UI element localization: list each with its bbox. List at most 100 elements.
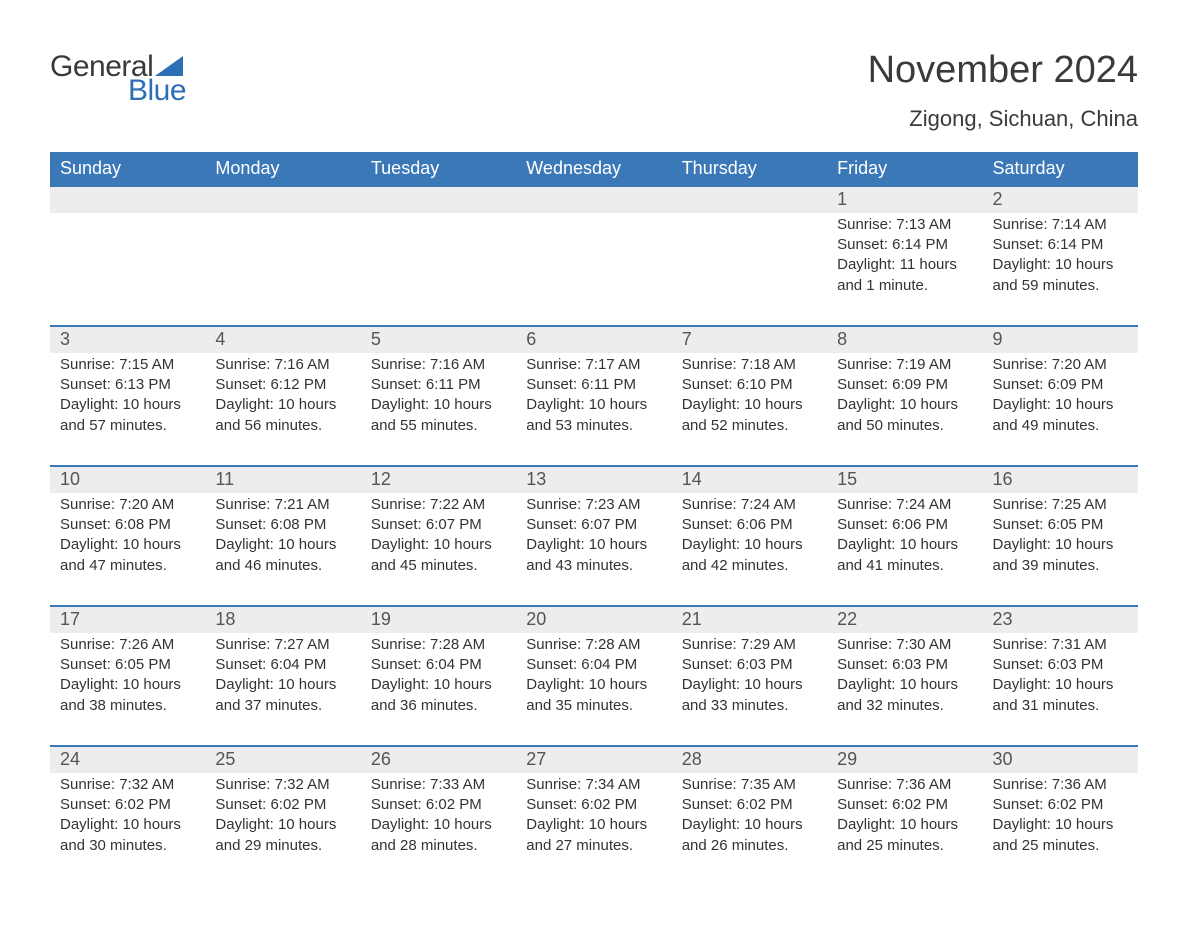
sunrise-text: Sunrise: 7:24 AM [682, 495, 817, 515]
daylight-text: Daylight: 10 hours and 57 minutes. [60, 395, 195, 436]
calendar-day-cell [672, 187, 827, 325]
calendar-day-cell: 19Sunrise: 7:28 AMSunset: 6:04 PMDayligh… [361, 607, 516, 745]
sunset-text: Sunset: 6:14 PM [837, 235, 972, 255]
day-details [50, 213, 205, 225]
calendar-day-cell: 4Sunrise: 7:16 AMSunset: 6:12 PMDaylight… [205, 327, 360, 465]
sunset-text: Sunset: 6:11 PM [371, 375, 506, 395]
calendar-week-row: 1Sunrise: 7:13 AMSunset: 6:14 PMDaylight… [50, 187, 1138, 325]
calendar-day-cell: 10Sunrise: 7:20 AMSunset: 6:08 PMDayligh… [50, 467, 205, 605]
sunset-text: Sunset: 6:03 PM [682, 655, 817, 675]
day-details: Sunrise: 7:24 AMSunset: 6:06 PMDaylight:… [672, 493, 827, 586]
sunrise-text: Sunrise: 7:30 AM [837, 635, 972, 655]
daylight-text: Daylight: 10 hours and 39 minutes. [993, 535, 1128, 576]
title-block: November 2024 Zigong, Sichuan, China [868, 50, 1138, 132]
sunset-text: Sunset: 6:02 PM [993, 795, 1128, 815]
sunset-text: Sunset: 6:04 PM [371, 655, 506, 675]
day-number: 6 [516, 327, 671, 353]
sunset-text: Sunset: 6:02 PM [682, 795, 817, 815]
daylight-text: Daylight: 10 hours and 30 minutes. [60, 815, 195, 856]
day-number: 5 [361, 327, 516, 353]
daylight-text: Daylight: 10 hours and 25 minutes. [837, 815, 972, 856]
sunrise-text: Sunrise: 7:15 AM [60, 355, 195, 375]
calendar-page: General Blue November 2024 Zigong, Sichu… [0, 0, 1188, 925]
day-number: 4 [205, 327, 360, 353]
day-number: 28 [672, 747, 827, 773]
sunrise-text: Sunrise: 7:29 AM [682, 635, 817, 655]
day-details: Sunrise: 7:25 AMSunset: 6:05 PMDaylight:… [983, 493, 1138, 586]
day-header: Sunday [50, 152, 205, 187]
sunrise-text: Sunrise: 7:18 AM [682, 355, 817, 375]
sunrise-text: Sunrise: 7:28 AM [371, 635, 506, 655]
day-details: Sunrise: 7:29 AMSunset: 6:03 PMDaylight:… [672, 633, 827, 726]
calendar-table: SundayMondayTuesdayWednesdayThursdayFrid… [50, 152, 1138, 885]
brand-logo: General Blue [50, 50, 186, 108]
day-number: 23 [983, 607, 1138, 633]
sunrise-text: Sunrise: 7:32 AM [60, 775, 195, 795]
day-number: 11 [205, 467, 360, 493]
sunset-text: Sunset: 6:07 PM [371, 515, 506, 535]
day-details: Sunrise: 7:13 AMSunset: 6:14 PMDaylight:… [827, 213, 982, 306]
sunset-text: Sunset: 6:09 PM [837, 375, 972, 395]
daylight-text: Daylight: 10 hours and 41 minutes. [837, 535, 972, 576]
calendar-day-cell: 14Sunrise: 7:24 AMSunset: 6:06 PMDayligh… [672, 467, 827, 605]
day-number: 1 [827, 187, 982, 213]
sunrise-text: Sunrise: 7:24 AM [837, 495, 972, 515]
sunrise-text: Sunrise: 7:16 AM [215, 355, 350, 375]
sunset-text: Sunset: 6:02 PM [371, 795, 506, 815]
daylight-text: Daylight: 10 hours and 38 minutes. [60, 675, 195, 716]
sunrise-text: Sunrise: 7:14 AM [993, 215, 1128, 235]
calendar-day-cell: 26Sunrise: 7:33 AMSunset: 6:02 PMDayligh… [361, 747, 516, 885]
day-number [672, 187, 827, 213]
daylight-text: Daylight: 10 hours and 26 minutes. [682, 815, 817, 856]
calendar-day-cell [50, 187, 205, 325]
calendar-day-cell: 3Sunrise: 7:15 AMSunset: 6:13 PMDaylight… [50, 327, 205, 465]
sunrise-text: Sunrise: 7:20 AM [993, 355, 1128, 375]
day-details [516, 213, 671, 225]
sunset-text: Sunset: 6:12 PM [215, 375, 350, 395]
day-details [205, 213, 360, 225]
day-details: Sunrise: 7:23 AMSunset: 6:07 PMDaylight:… [516, 493, 671, 586]
daylight-text: Daylight: 10 hours and 42 minutes. [682, 535, 817, 576]
day-details: Sunrise: 7:24 AMSunset: 6:06 PMDaylight:… [827, 493, 982, 586]
day-details: Sunrise: 7:22 AMSunset: 6:07 PMDaylight:… [361, 493, 516, 586]
sunrise-text: Sunrise: 7:28 AM [526, 635, 661, 655]
day-number: 21 [672, 607, 827, 633]
day-details: Sunrise: 7:32 AMSunset: 6:02 PMDaylight:… [205, 773, 360, 866]
daylight-text: Daylight: 10 hours and 37 minutes. [215, 675, 350, 716]
day-number: 7 [672, 327, 827, 353]
sunset-text: Sunset: 6:11 PM [526, 375, 661, 395]
day-details: Sunrise: 7:30 AMSunset: 6:03 PMDaylight:… [827, 633, 982, 726]
sunset-text: Sunset: 6:13 PM [60, 375, 195, 395]
calendar-week-row: 24Sunrise: 7:32 AMSunset: 6:02 PMDayligh… [50, 747, 1138, 885]
sunrise-text: Sunrise: 7:35 AM [682, 775, 817, 795]
daylight-text: Daylight: 11 hours and 1 minute. [837, 255, 972, 296]
day-number: 18 [205, 607, 360, 633]
day-number [50, 187, 205, 213]
day-details: Sunrise: 7:21 AMSunset: 6:08 PMDaylight:… [205, 493, 360, 586]
day-details: Sunrise: 7:28 AMSunset: 6:04 PMDaylight:… [516, 633, 671, 726]
calendar-day-cell: 15Sunrise: 7:24 AMSunset: 6:06 PMDayligh… [827, 467, 982, 605]
day-number [516, 187, 671, 213]
sunrise-text: Sunrise: 7:25 AM [993, 495, 1128, 515]
calendar-day-cell: 12Sunrise: 7:22 AMSunset: 6:07 PMDayligh… [361, 467, 516, 605]
sunset-text: Sunset: 6:14 PM [993, 235, 1128, 255]
day-details: Sunrise: 7:20 AMSunset: 6:08 PMDaylight:… [50, 493, 205, 586]
day-number: 27 [516, 747, 671, 773]
daylight-text: Daylight: 10 hours and 49 minutes. [993, 395, 1128, 436]
day-number: 25 [205, 747, 360, 773]
calendar-day-cell: 22Sunrise: 7:30 AMSunset: 6:03 PMDayligh… [827, 607, 982, 745]
calendar-day-cell [361, 187, 516, 325]
day-details: Sunrise: 7:36 AMSunset: 6:02 PMDaylight:… [827, 773, 982, 866]
daylight-text: Daylight: 10 hours and 47 minutes. [60, 535, 195, 576]
sunrise-text: Sunrise: 7:36 AM [993, 775, 1128, 795]
calendar-day-cell: 17Sunrise: 7:26 AMSunset: 6:05 PMDayligh… [50, 607, 205, 745]
day-details: Sunrise: 7:16 AMSunset: 6:12 PMDaylight:… [205, 353, 360, 446]
sunset-text: Sunset: 6:08 PM [215, 515, 350, 535]
day-number: 17 [50, 607, 205, 633]
sunrise-text: Sunrise: 7:32 AM [215, 775, 350, 795]
sunrise-text: Sunrise: 7:26 AM [60, 635, 195, 655]
daylight-text: Daylight: 10 hours and 45 minutes. [371, 535, 506, 576]
calendar-day-cell: 18Sunrise: 7:27 AMSunset: 6:04 PMDayligh… [205, 607, 360, 745]
day-header: Friday [827, 152, 982, 187]
day-number [361, 187, 516, 213]
